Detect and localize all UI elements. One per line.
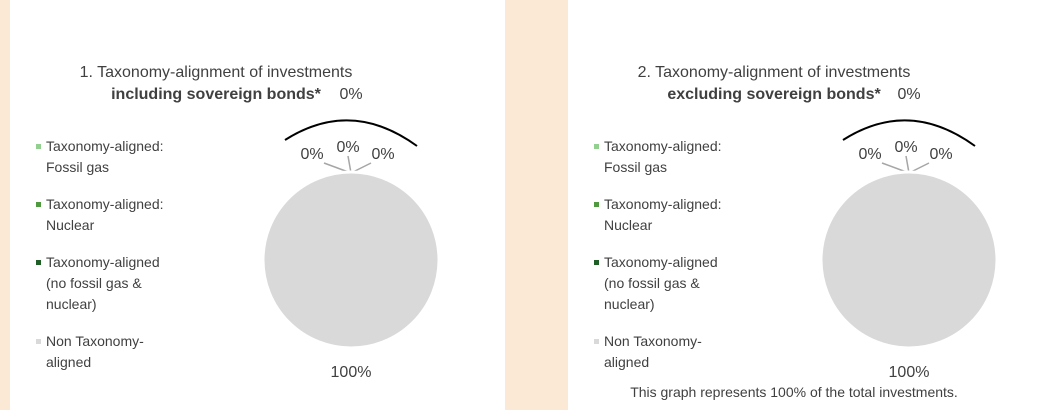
legend-item: Taxonomy-aligned: Nuclear bbox=[594, 194, 734, 236]
data-label: 0% bbox=[929, 146, 952, 163]
note: This graph represents 100% of the total … bbox=[630, 384, 958, 400]
data-label: 0% bbox=[858, 146, 881, 163]
pie-slice bbox=[261, 170, 441, 350]
title-line: 2. Taxonomy-alignment of investments bbox=[637, 64, 911, 81]
legend-item: Non Taxonomy-aligned bbox=[594, 331, 734, 373]
data-label: 100% bbox=[889, 364, 930, 381]
legend-label: Non Taxonomy-aligned bbox=[46, 333, 144, 370]
legend-swatch bbox=[36, 260, 41, 265]
legend-item: Non Taxonomy-aligned bbox=[36, 331, 176, 373]
pie-slice bbox=[819, 170, 999, 350]
legend: Taxonomy-aligned: Fossil gas Taxonomy-ali… bbox=[594, 136, 744, 389]
legend-label: Taxonomy-aligned (no fossil gas & nuclea… bbox=[46, 254, 160, 312]
legend-label: Taxonomy-aligned: Fossil gas bbox=[46, 138, 164, 175]
legend-label: Taxonomy-aligned: Nuclear bbox=[46, 196, 164, 233]
data-label: 0% bbox=[300, 146, 323, 163]
data-label: 100% bbox=[331, 364, 372, 381]
legend: Taxonomy-aligned: Fossil gas Taxonomy-ali… bbox=[36, 136, 186, 389]
legend-label: Taxonomy-aligned: Nuclear bbox=[604, 196, 722, 233]
leader-line bbox=[905, 155, 910, 174]
legend-item: Taxonomy-aligned (no fossil gas & nuclea… bbox=[594, 252, 734, 315]
aligned-total-arc bbox=[842, 119, 976, 147]
chart-title: 1. Taxonomy-alignment of investments incl… bbox=[36, 62, 396, 106]
legend-label: Non Taxonomy-aligned bbox=[604, 333, 702, 370]
data-label: 0% bbox=[371, 146, 394, 163]
chart-panel: 2. Taxonomy-alignment of investments excl… bbox=[568, 0, 1051, 410]
legend-swatch bbox=[594, 144, 599, 149]
data-label: 0% bbox=[336, 139, 359, 156]
title-line: 1. Taxonomy-alignment of investments bbox=[79, 64, 353, 81]
legend-swatch bbox=[594, 260, 599, 265]
aligned-total-arc bbox=[284, 119, 418, 147]
pie-chart: 0% 0% 0% 100% 0% bbox=[819, 86, 999, 381]
leader-line bbox=[347, 155, 352, 174]
legend-swatch bbox=[36, 339, 41, 344]
legend-swatch bbox=[594, 202, 599, 207]
subtitle: excluding sovereign bonds* bbox=[667, 86, 881, 103]
legend-item: Taxonomy-aligned (no fossil gas & nuclea… bbox=[36, 252, 176, 315]
legend-item: Taxonomy-aligned: Fossil gas bbox=[36, 136, 176, 178]
legend-swatch bbox=[36, 144, 41, 149]
legend-item: Taxonomy-aligned: Nuclear bbox=[36, 194, 176, 236]
legend-label: Taxonomy-aligned (no fossil gas & nuclea… bbox=[604, 254, 718, 312]
legend-label: Taxonomy-aligned: Fossil gas bbox=[604, 138, 722, 175]
chart-title: 2. Taxonomy-alignment of investments excl… bbox=[594, 62, 954, 106]
subtitle: including sovereign bonds* bbox=[111, 86, 321, 103]
legend-item: Taxonomy-aligned: Fossil gas bbox=[594, 136, 734, 178]
legend-swatch bbox=[36, 202, 41, 207]
legend-swatch bbox=[594, 339, 599, 344]
pie-chart: 0% 0% 0% 100% 0% bbox=[261, 86, 441, 381]
aligned-total-label: 0% bbox=[339, 86, 362, 103]
aligned-total-label: 0% bbox=[897, 86, 920, 103]
chart-panel: 1. Taxonomy-alignment of investments incl… bbox=[10, 0, 505, 410]
data-label: 0% bbox=[894, 139, 917, 156]
